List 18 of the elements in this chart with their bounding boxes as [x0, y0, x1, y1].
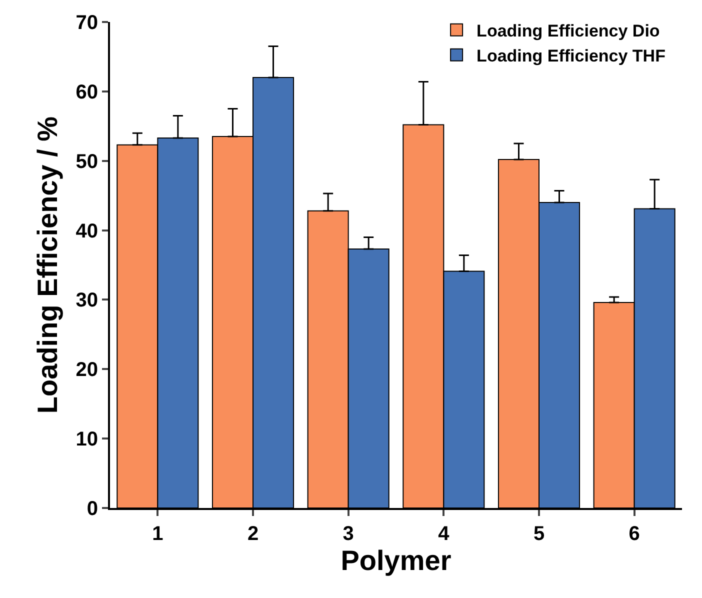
x-tick-label: 2: [247, 523, 259, 545]
y-tick-label: 0: [86, 498, 98, 520]
x-tick-label: 4: [438, 523, 450, 545]
y-axis-title: Loading Efficiency / %: [32, 116, 63, 414]
x-tick-label: 6: [628, 523, 640, 545]
y-tick-label: 30: [76, 290, 98, 312]
x-axis-title: Polymer: [340, 545, 452, 576]
y-tick-label: 50: [76, 150, 98, 173]
y-tick-label: 10: [76, 428, 98, 451]
y-tick-label: 40: [76, 220, 98, 242]
legend-label: Loading Efficiency THF: [476, 46, 666, 66]
y-tick-label: 60: [76, 81, 98, 104]
legend-label: Loading Efficiency Dio: [476, 21, 660, 40]
y-tick-label: 20: [76, 359, 98, 382]
x-tick-label: 5: [533, 523, 545, 545]
x-tick-label: 3: [342, 523, 354, 545]
x-tick-label: 1: [152, 523, 164, 545]
y-tick-label: 70: [76, 12, 98, 34]
